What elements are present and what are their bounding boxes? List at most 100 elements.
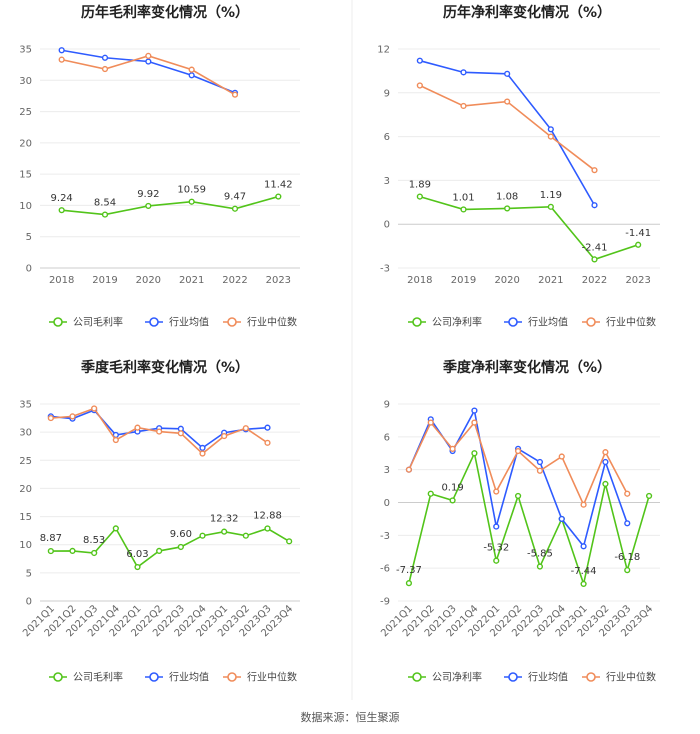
legend-marker: [508, 672, 518, 682]
data-label: -6.18: [614, 552, 640, 563]
data-label: 6.03: [126, 549, 148, 560]
legend-marker: [53, 672, 63, 682]
data-point: [177, 543, 184, 551]
data-point: [134, 563, 141, 571]
data-point: [558, 453, 565, 460]
y-tick-label: -6: [380, 564, 390, 575]
legend-marker: [412, 317, 422, 327]
data-point: [504, 205, 511, 212]
y-tick-label: -3: [380, 264, 390, 275]
data-point: [188, 72, 195, 79]
legend-item-3: 行业中位数: [223, 671, 297, 684]
data-point: [580, 501, 587, 508]
data-point: [199, 532, 206, 539]
legend-item-1: 公司净利率: [408, 671, 482, 684]
legend-item-3: 行业中位数: [582, 671, 656, 684]
legend-item-1: 公司净利率: [408, 316, 482, 329]
y-tick-label: 6: [384, 432, 390, 443]
data-label: -5.85: [527, 549, 553, 560]
y-tick-label: 10: [19, 540, 32, 551]
legend-marker: [586, 672, 596, 682]
y-tick-label: 3: [384, 465, 390, 476]
legend-label: 行业中位数: [247, 316, 297, 329]
data-label: 1.89: [409, 180, 431, 191]
data-point: [504, 98, 511, 105]
series-line-1: [408, 450, 650, 587]
data-point: [231, 205, 239, 212]
data-point: [156, 547, 163, 555]
data-point: [471, 407, 478, 414]
data-point: [58, 56, 65, 63]
chart-title: 历年净利率变化情况（%）: [443, 4, 611, 21]
data-point: [580, 580, 587, 588]
data-label: -7.37: [396, 565, 422, 576]
data-point: [460, 69, 467, 76]
y-tick-label: 9: [384, 88, 390, 99]
data-label: 10.59: [177, 185, 206, 196]
legend-item-2: 行业均值: [145, 671, 209, 684]
legend-marker: [227, 317, 237, 327]
data-point: [504, 70, 511, 77]
data-point: [91, 405, 98, 412]
data-label: -5.32: [483, 543, 509, 554]
data-point: [591, 202, 598, 209]
data-label: 8.53: [83, 535, 105, 546]
data-point: [602, 458, 609, 466]
y-tick-label: 20: [19, 138, 32, 149]
y-tick-label: 0: [384, 220, 390, 231]
x-tick-label: 2019: [92, 275, 117, 286]
data-label: 9.92: [137, 189, 159, 200]
y-tick-label: 35: [19, 400, 32, 411]
data-label: -2.41: [582, 242, 608, 253]
legend-label: 公司净利率: [432, 671, 482, 684]
data-point: [221, 528, 228, 535]
data-point: [405, 466, 413, 473]
x-tick-label: 2019: [451, 275, 476, 286]
data-point: [58, 207, 65, 214]
y-tick-label: 3: [384, 176, 390, 187]
legend-marker: [227, 672, 237, 682]
data-point: [624, 520, 631, 527]
y-tick-label: 0: [384, 498, 390, 509]
legend-marker: [586, 317, 596, 327]
series-line-1: [50, 527, 290, 569]
x-tick-label: 2022: [582, 275, 607, 286]
data-point: [493, 523, 500, 530]
y-tick-label: 5: [26, 232, 32, 243]
data-label: -1.41: [625, 228, 651, 239]
data-point: [101, 65, 109, 73]
data-label: -7.44: [571, 566, 597, 577]
data-point: [177, 430, 184, 437]
data-point: [624, 490, 631, 497]
data-label: 1.19: [540, 190, 562, 201]
data-point: [514, 447, 522, 455]
y-tick-label: 0: [26, 597, 32, 608]
legend-marker: [508, 317, 518, 327]
data-point: [602, 449, 609, 456]
series-line-1: [419, 195, 639, 261]
data-point: [275, 193, 282, 200]
y-tick-label: 25: [19, 456, 32, 467]
data-point: [591, 256, 598, 263]
data-label: 9.60: [170, 529, 192, 540]
y-tick-label: 0: [26, 264, 32, 275]
legend-label: 行业均值: [528, 671, 568, 684]
data-point: [242, 532, 249, 539]
y-tick-label: 20: [19, 484, 32, 495]
y-tick-label: 10: [19, 201, 32, 212]
chart-panel-2: 历年净利率变化情况（%） -3 0 3 6 9 12 2018 2019 2020 2021 2022…: [377, 4, 660, 329]
legend-label: 行业中位数: [247, 671, 297, 684]
data-point: [427, 490, 434, 497]
data-point: [536, 467, 544, 474]
legend-label: 公司净利率: [432, 316, 482, 329]
legend-item-1: 公司毛利率: [49, 671, 123, 684]
data-point: [145, 202, 152, 210]
data-point: [69, 413, 76, 420]
legend-label: 行业均值: [169, 671, 209, 684]
y-tick-label: 35: [19, 45, 32, 56]
chart-panel-3: 季度毛利率变化情况（%）051015202530352021Q12021Q220…: [19, 359, 300, 684]
data-label: 1.08: [496, 191, 518, 202]
data-point: [427, 419, 434, 426]
legend-marker: [412, 672, 422, 682]
data-label: 11.42: [264, 180, 293, 191]
